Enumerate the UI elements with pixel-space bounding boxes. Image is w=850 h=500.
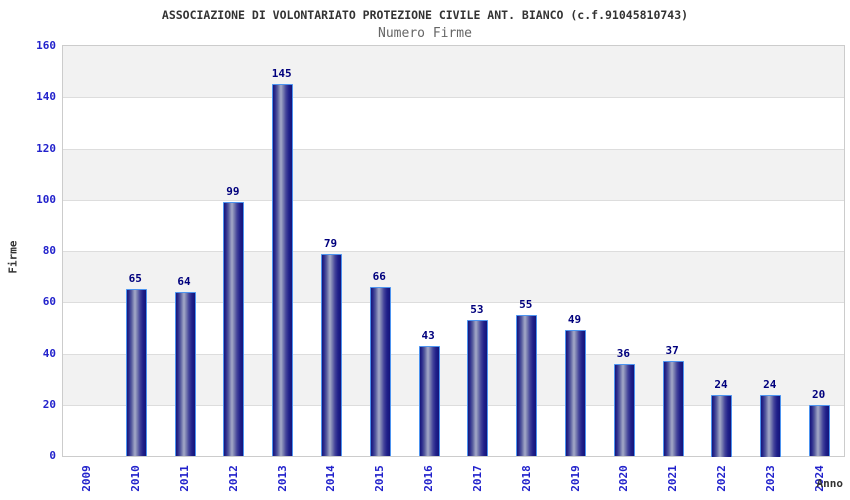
bar: [663, 361, 684, 456]
gridline: [63, 200, 844, 201]
x-tick-label: 2020: [616, 465, 630, 492]
bar: [809, 405, 830, 456]
bar: [711, 395, 732, 457]
bar: [467, 320, 488, 456]
bar: [321, 254, 342, 456]
y-tick-label: 0: [49, 449, 56, 462]
gridline: [63, 302, 844, 303]
bar-value-label: 37: [665, 344, 679, 358]
gridline: [63, 354, 844, 355]
x-tick-label: 2019: [568, 465, 582, 492]
background-band: [63, 199, 844, 251]
x-tick-label: 2015: [372, 465, 386, 492]
gridline: [63, 251, 844, 252]
bar-value-label: 24: [763, 377, 777, 391]
background-band: [63, 46, 844, 98]
bar-value-label: 43: [421, 328, 435, 342]
bar-value-label: 55: [519, 298, 533, 312]
background-band: [63, 97, 844, 149]
bar-value-label: 99: [226, 185, 240, 199]
gridline: [63, 405, 844, 406]
bar-value-label: 53: [470, 303, 484, 317]
x-tick-label: 2021: [665, 465, 679, 492]
bar: [516, 315, 537, 456]
bar: [419, 346, 440, 456]
plot-area: [62, 45, 845, 457]
bar: [126, 289, 147, 456]
y-tick-label: 40: [42, 346, 56, 360]
y-tick-label: 60: [42, 295, 56, 309]
chart-subtitle: Numero Firme: [378, 26, 472, 41]
background-band: [63, 148, 844, 200]
bar: [370, 287, 391, 456]
y-tick-label: 120: [36, 141, 56, 155]
bar-value-label: 145: [271, 67, 292, 81]
x-tick-label: 2017: [470, 465, 484, 492]
x-tick-label: 2014: [323, 465, 337, 492]
bar-value-label: 24: [714, 377, 728, 391]
x-tick-label: 2022: [714, 465, 728, 492]
x-tick-label: 2011: [177, 465, 191, 492]
gridline: [63, 97, 844, 98]
y-tick-label: 80: [42, 244, 56, 257]
bar: [175, 292, 196, 456]
bar: [760, 395, 781, 457]
x-tick-label: 2012: [226, 465, 240, 492]
bar: [272, 84, 293, 456]
gridline: [63, 149, 844, 150]
bar: [223, 202, 244, 456]
x-tick-label: 2016: [421, 465, 435, 492]
bar-value-label: 79: [323, 236, 338, 250]
x-tick-label: 2018: [519, 465, 533, 492]
y-tick-label: 160: [36, 39, 56, 52]
bar-value-label: 49: [567, 313, 582, 327]
bar-value-label: 20: [811, 387, 826, 401]
bar-value-label: 65: [128, 272, 142, 286]
bar: [614, 364, 635, 456]
x-tick-label: 2023: [763, 465, 777, 492]
x-tick-label: 2009: [79, 465, 93, 492]
y-tick-label: 100: [36, 192, 56, 206]
y-tick-label: 140: [36, 90, 56, 104]
bar: [565, 330, 586, 456]
chart-title: ASSOCIAZIONE DI VOLONTARIATO PROTEZIONE …: [161, 8, 689, 22]
x-axis-title: Anno: [816, 477, 844, 490]
x-tick-label: 2010: [128, 465, 142, 492]
y-tick-label: 20: [42, 397, 56, 411]
x-tick-label: 2013: [275, 465, 289, 492]
bar-value-label: 66: [372, 269, 386, 283]
bar-value-label: 64: [177, 275, 191, 288]
bar-value-label: 36: [616, 346, 630, 360]
